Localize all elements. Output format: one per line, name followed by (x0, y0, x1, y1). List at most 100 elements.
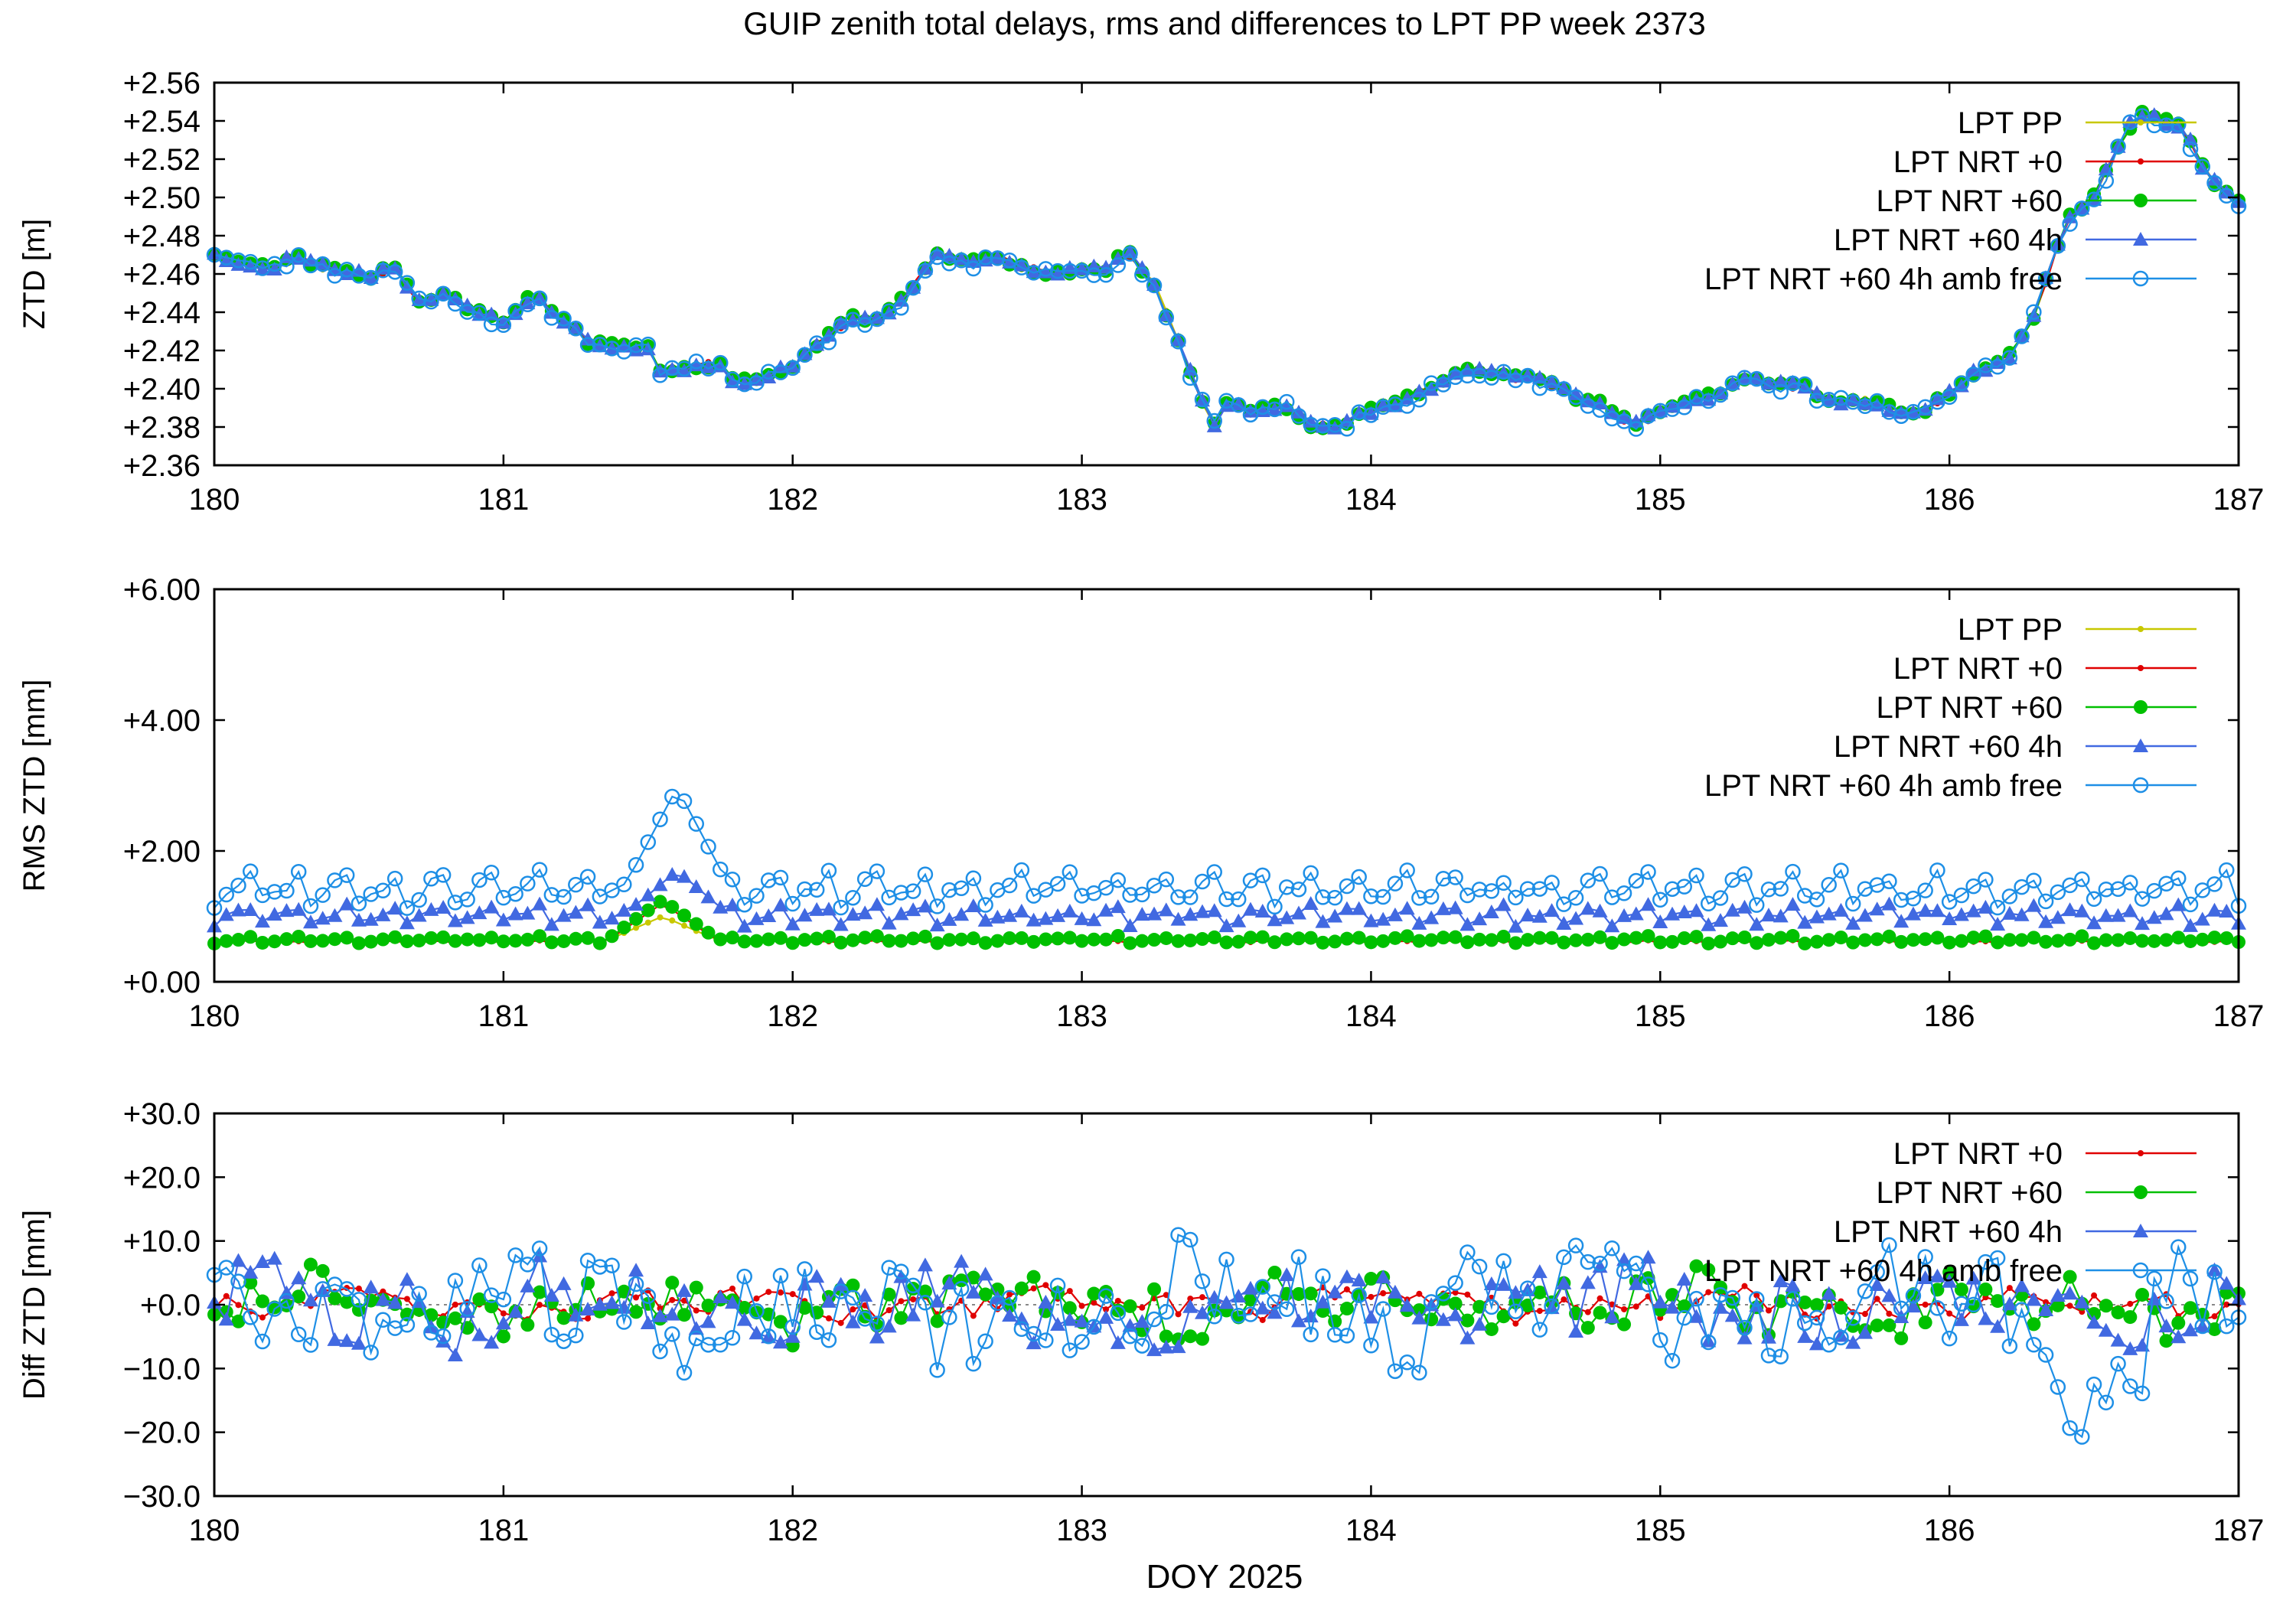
data-point (1187, 1296, 1194, 1302)
data-point (290, 863, 307, 880)
panels: 180 181 182 183 184 185 186 187 +2.36 +2.38 +2.40 +… (18, 67, 2264, 1547)
data-point (977, 1266, 993, 1281)
data-point (2086, 891, 2102, 908)
x-tick-label: 187 (2213, 483, 2265, 517)
data-point (1664, 1352, 1681, 1369)
legend-swatch-marker (2132, 1262, 2149, 1279)
data-point (495, 912, 511, 927)
data-point (1387, 875, 1404, 892)
data-point (1098, 902, 1114, 917)
data-point (411, 1286, 427, 1302)
data-point (1519, 367, 1536, 384)
data-point (953, 1280, 970, 1297)
data-point (1003, 931, 1017, 945)
data-point (1531, 908, 1548, 923)
data-point (266, 906, 282, 921)
plot-frame (213, 588, 2240, 983)
data-point (363, 911, 379, 926)
data-point (1290, 408, 1307, 424)
data-point (688, 1330, 705, 1347)
legend-label: LPT NRT +0 (1893, 145, 2063, 179)
data-point (1725, 931, 1740, 946)
data-point (762, 932, 776, 947)
data-point (1616, 885, 1632, 901)
data-point (399, 279, 415, 294)
data-point (1435, 1286, 1452, 1302)
data-point (496, 934, 510, 949)
data-point (833, 315, 849, 330)
data-point (1580, 901, 1596, 915)
data-point (2014, 878, 2030, 895)
data-point (1447, 1307, 1463, 1322)
data-point (881, 915, 897, 930)
data-point (869, 311, 885, 328)
data-point (1110, 928, 1125, 943)
data-point (1375, 1301, 1391, 1317)
data-point (1368, 1293, 1375, 1300)
legend-label: LPT PP (1958, 613, 2063, 647)
data-point (1135, 934, 1150, 948)
data-point (1821, 1286, 1837, 1300)
legend-label: LPT NRT +60 4h amb free (1704, 262, 2063, 296)
data-point (797, 1261, 813, 1277)
data-point (1351, 1273, 1367, 1287)
data-point (303, 1257, 318, 1272)
data-point (218, 1312, 234, 1326)
data-point (411, 908, 427, 922)
data-point (797, 346, 813, 360)
data-point (858, 931, 872, 945)
data-point (279, 258, 295, 275)
data-point (1930, 931, 1945, 945)
data-point (1484, 1322, 1499, 1336)
data-point (628, 856, 644, 873)
data-point (484, 899, 500, 914)
data-point (1255, 930, 1270, 944)
data-point (760, 1328, 777, 1345)
data-point (2194, 911, 2210, 926)
data-point (1279, 910, 1295, 924)
data-point (1616, 413, 1632, 429)
data-point (1122, 1328, 1138, 1345)
data-point (411, 892, 427, 908)
data-point (1580, 1253, 1596, 1270)
series-lpt-nrt-60-4h-amb-free (206, 1227, 2247, 1445)
data-point (977, 249, 993, 266)
data-point (1665, 934, 1680, 949)
data-point (1785, 1291, 1801, 1307)
data-point (748, 1325, 765, 1340)
data-point (1327, 1284, 1343, 1299)
data-point (1846, 935, 1861, 950)
data-point (327, 1332, 343, 1346)
data-point (1929, 862, 1945, 878)
data-point (941, 911, 957, 926)
data-point (1049, 875, 1066, 892)
data-point (1628, 906, 1644, 921)
data-point (1352, 931, 1366, 945)
data-point (1749, 917, 1765, 931)
data-point (327, 908, 343, 922)
data-point (1218, 918, 1234, 933)
data-point (1786, 929, 1800, 944)
data-point (1290, 1249, 1307, 1265)
data-point (1134, 1338, 1150, 1354)
data-point (1146, 277, 1163, 294)
series-lpt-nrt-60-4h-amb-free (206, 788, 2247, 916)
data-point (388, 930, 403, 944)
data-point (2050, 910, 2066, 924)
data-point (1459, 1330, 1476, 1345)
data-point (978, 936, 993, 950)
data-point (882, 934, 896, 948)
data-point (1218, 1295, 1234, 1309)
data-point (435, 1333, 452, 1348)
x-tick-label: 182 (767, 999, 818, 1033)
data-point (1737, 1330, 1753, 1345)
data-point (2001, 888, 2018, 905)
data-point (568, 1327, 584, 1344)
data-point (1953, 375, 1970, 392)
x-tick-label: 184 (1345, 999, 1397, 1033)
data-point (1170, 334, 1186, 350)
data-point (1483, 1299, 1500, 1315)
data-point (906, 931, 921, 946)
data-point (1561, 1296, 1567, 1303)
data-point (568, 876, 584, 893)
